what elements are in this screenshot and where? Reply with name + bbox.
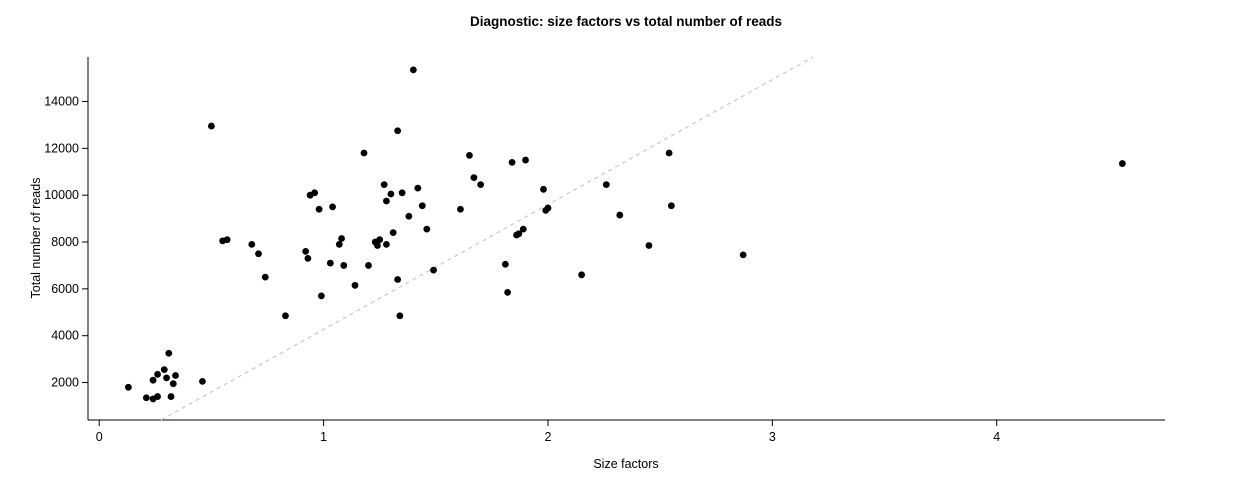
y-tick-label: 2000 <box>51 376 79 390</box>
data-point <box>374 242 381 249</box>
chart-title: Diagnostic: size factors vs total number… <box>470 14 782 29</box>
data-point <box>457 205 464 213</box>
data-point <box>519 225 527 233</box>
data-point <box>340 262 348 269</box>
data-point <box>430 266 437 274</box>
y-tick-label: 8000 <box>51 235 79 249</box>
data-point <box>124 383 132 391</box>
y-tick-label: 14000 <box>44 94 79 108</box>
data-point <box>477 181 485 189</box>
data-point <box>376 236 384 244</box>
data-point <box>335 240 343 248</box>
reference-diagonal-line <box>160 56 814 421</box>
data-point <box>154 370 161 378</box>
data-point <box>578 271 586 279</box>
data-point <box>380 181 388 189</box>
data-point <box>1118 160 1126 167</box>
y-tick-label: 4000 <box>51 329 79 343</box>
data-point <box>261 273 269 281</box>
data-point <box>383 197 390 205</box>
data-point <box>199 377 206 385</box>
data-point <box>508 158 516 166</box>
data-point <box>248 240 256 248</box>
data-point <box>418 202 426 210</box>
data-point <box>394 276 402 283</box>
data-point <box>154 393 161 400</box>
data-point <box>304 255 312 262</box>
data-point <box>282 312 289 320</box>
data-point <box>423 225 431 233</box>
data-point <box>398 189 406 197</box>
x-tick-label: 2 <box>544 430 551 444</box>
data-point <box>504 288 511 296</box>
data-point <box>409 66 417 74</box>
data-point <box>165 349 173 357</box>
y-tick-label: 12000 <box>44 141 79 155</box>
data-point <box>405 212 413 220</box>
data-point <box>172 372 179 379</box>
data-point <box>616 211 624 219</box>
data-point <box>394 127 402 135</box>
data-point <box>387 190 395 198</box>
data-point <box>522 156 529 164</box>
data-point <box>645 242 653 249</box>
data-point <box>466 151 473 159</box>
x-tick-label: 4 <box>993 430 1000 444</box>
data-point <box>351 281 359 289</box>
data-point <box>338 235 345 242</box>
data-point <box>515 230 523 238</box>
data-point <box>302 247 310 255</box>
y-axis-label: Total number of reads <box>29 178 43 299</box>
data-point <box>255 250 262 258</box>
data-point <box>470 174 478 182</box>
data-point <box>160 366 168 374</box>
plot-area: 0 1 2 3 4 2000 4000 6000 8000 10000 12000 14000 <box>44 56 1165 444</box>
data-point <box>360 149 368 157</box>
data-point <box>501 260 509 268</box>
data-point <box>142 394 150 402</box>
data-point <box>167 393 175 400</box>
data-point <box>315 205 323 213</box>
data-point <box>163 374 170 382</box>
data-point <box>602 181 610 189</box>
data-point <box>396 312 404 320</box>
data-point <box>149 376 157 384</box>
x-tick-label: 0 <box>96 430 103 444</box>
x-tick-label: 1 <box>320 430 327 444</box>
data-point <box>169 380 177 388</box>
data-point <box>540 185 547 193</box>
data-point <box>383 240 390 248</box>
data-point <box>389 229 397 237</box>
x-tick-label: 3 <box>769 430 776 444</box>
data-point <box>665 149 673 157</box>
data-point <box>326 259 334 267</box>
data-point <box>311 189 319 197</box>
y-tick-label: 6000 <box>51 282 79 296</box>
data-point <box>414 184 422 192</box>
data-point <box>317 292 325 300</box>
data-point <box>208 122 215 130</box>
y-tick-label: 10000 <box>44 188 79 202</box>
data-point <box>667 202 675 210</box>
data-point <box>365 262 372 269</box>
data-point <box>739 251 747 259</box>
x-axis-label: Size factors <box>593 457 658 471</box>
data-point <box>329 203 336 211</box>
data-point <box>544 204 552 212</box>
data-point <box>223 236 231 244</box>
